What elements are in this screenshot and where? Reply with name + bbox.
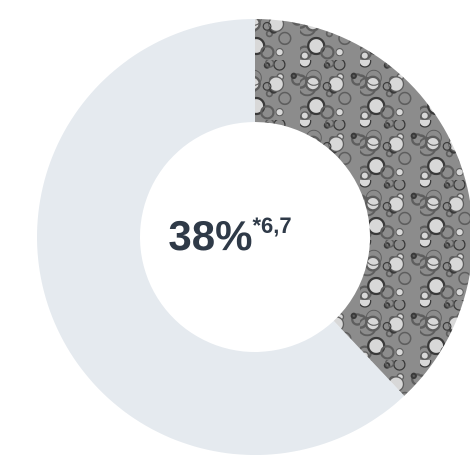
center-value: 38% xyxy=(168,212,252,259)
footnote: *6,7 xyxy=(252,213,291,238)
donut-segment xyxy=(255,19,470,396)
chart: 38%*6,7 xyxy=(0,0,470,474)
center-label: 38%*6,7 xyxy=(168,212,291,259)
